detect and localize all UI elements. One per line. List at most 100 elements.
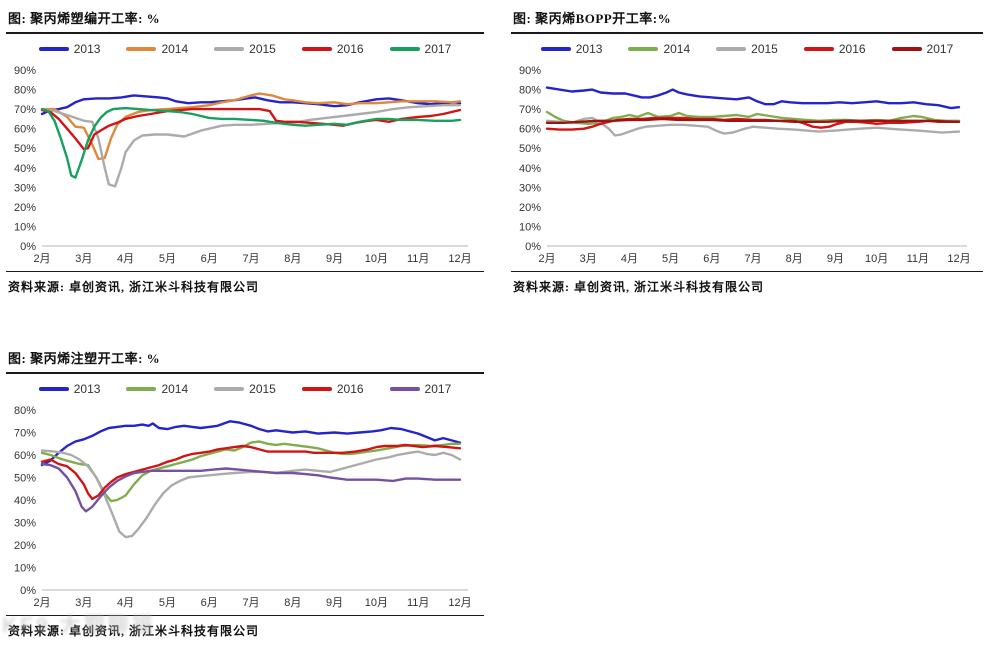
series-line-2014 [40, 92, 462, 161]
title-divider [6, 372, 484, 374]
y-tick-label: 20% [14, 202, 36, 214]
x-tick-label: 9月 [827, 253, 844, 265]
legend-item-2015[interactable]: 2015 [214, 42, 276, 56]
y-tick-label: 60% [14, 124, 36, 136]
x-tick-label: 7月 [242, 597, 259, 609]
y-tick-label: 10% [519, 221, 541, 233]
legend-label: 2013 [73, 42, 101, 56]
y-tick-label: 90% [519, 65, 541, 77]
legend-swatch [716, 47, 747, 51]
legend-label: 2015 [249, 382, 276, 396]
legend-label: 2017 [926, 42, 954, 56]
legend-item-2017[interactable]: 2017 [891, 42, 954, 56]
x-tick-label: 5月 [159, 597, 176, 609]
series-line-2017 [545, 117, 961, 124]
series-line-2017 [40, 462, 462, 513]
legend-item-2013[interactable]: 2013 [540, 42, 603, 56]
source-divider [6, 615, 484, 616]
legend-item-2017[interactable]: 2017 [389, 42, 452, 56]
y-tick-label: 30% [519, 182, 541, 194]
x-tick-label: 2月 [33, 597, 50, 609]
legend-swatch [301, 387, 332, 391]
chart-title: 图: 聚丙烯塑编开工率: % [8, 11, 161, 26]
y-tick-label: 0% [20, 585, 36, 597]
legend-item-2016[interactable]: 2016 [803, 42, 866, 56]
legend-label: 2016 [838, 42, 866, 56]
x-tick-label: 6月 [703, 253, 720, 265]
x-tick-label: 8月 [284, 253, 301, 265]
y-tick-label: 20% [519, 202, 541, 214]
legend-label: 2014 [161, 42, 189, 56]
y-tick-label: 60% [519, 124, 541, 136]
chart-panel-bopp: 图: 聚丙烯BOPP开工率:% 2013 2014 2015 2016 2017 0% 1… [511, 6, 983, 295]
y-tick-label: 40% [519, 163, 541, 175]
legend-item-2016[interactable]: 2016 [301, 382, 364, 396]
source-note: 资料来源: 卓创资讯, 浙江米斗科技有限公司 [8, 280, 259, 294]
series-line-2016 [40, 107, 462, 151]
legend-label: 2014 [663, 42, 691, 56]
legend-label: 2014 [161, 382, 189, 396]
y-tick-label: 20% [14, 540, 36, 552]
legend-label: 2016 [336, 382, 364, 396]
legend-swatch [38, 387, 69, 391]
y-tick-label: 0% [20, 241, 36, 253]
line-chart: 0% 10% 20% 30% 40% 50% 60% 70% 80% 90% 2月 3月 4月 5月 6月 7… [14, 65, 472, 265]
x-tick-label: 10月 [865, 253, 888, 265]
legend-label: 2017 [424, 42, 452, 56]
series-line-2015 [40, 104, 462, 188]
x-tick-label: 9月 [326, 253, 343, 265]
legend-item-2017[interactable]: 2017 [389, 382, 451, 396]
legend-item-2014[interactable]: 2014 [628, 42, 690, 56]
x-tick-label: 5月 [159, 253, 176, 265]
legend-item-2014[interactable]: 2014 [126, 42, 188, 56]
y-tick-label: 10% [14, 563, 36, 575]
legend: 2013 2014 2015 2016 2017 [511, 36, 983, 62]
x-tick-label: 7月 [744, 253, 761, 265]
x-tick-label: 3月 [75, 597, 92, 609]
y-tick-label: 0% [525, 241, 541, 253]
x-tick-label: 12月 [448, 597, 471, 609]
y-tick-label: 70% [14, 428, 36, 440]
series-line-2016 [40, 443, 462, 501]
legend-swatch [126, 387, 157, 391]
series-line-2013 [40, 94, 462, 116]
legend-swatch [389, 47, 420, 51]
series-line-2017 [40, 106, 462, 179]
x-tick-label: 8月 [786, 253, 803, 265]
chart-panel-suibian: 图: 聚丙烯塑编开工率: % 2013 2014 2015 2016 2017 0% 10… [6, 6, 484, 295]
series-line-2015 [40, 449, 462, 539]
x-tick-label: 11月 [907, 253, 929, 265]
legend-swatch [214, 47, 245, 51]
x-tick-label: 4月 [621, 253, 638, 265]
x-tick-label: 5月 [662, 253, 679, 265]
legend-item-2016[interactable]: 2016 [301, 42, 364, 56]
x-tick-label: 11月 [407, 597, 429, 609]
x-tick-label: 10月 [365, 253, 388, 265]
legend-item-2013[interactable]: 2013 [38, 382, 100, 396]
x-tick-label: 6月 [201, 597, 218, 609]
legend-swatch [389, 387, 420, 391]
legend-label: 2015 [249, 42, 276, 56]
legend-swatch [891, 47, 922, 51]
legend-label: 2013 [575, 42, 603, 56]
title-divider [6, 32, 484, 34]
legend-swatch [126, 47, 157, 51]
y-tick-label: 70% [519, 104, 541, 116]
legend-item-2014[interactable]: 2014 [126, 382, 188, 396]
source-note: 资料来源: 卓创资讯, 浙江米斗科技有限公司 [513, 280, 764, 294]
x-tick-label: 11月 [407, 253, 429, 265]
legend-item-2015[interactable]: 2015 [214, 382, 276, 396]
x-tick-label: 3月 [580, 253, 597, 265]
series-line-2015 [545, 116, 961, 137]
legend-item-2013[interactable]: 2013 [38, 42, 101, 56]
y-tick-label: 80% [14, 405, 36, 417]
legend-item-2015[interactable]: 2015 [716, 42, 778, 56]
line-chart: 0% 10% 20% 30% 40% 50% 60% 70% 80% 90% 2月 3月 4月 5月 6月 7… [519, 65, 971, 265]
x-tick-label: 4月 [117, 253, 134, 265]
x-tick-label: 9月 [326, 597, 343, 609]
series-line-2013 [545, 86, 961, 110]
series-line-2014 [40, 440, 462, 503]
legend: 2013 2014 2015 2016 2017 [6, 36, 484, 62]
source-divider [6, 271, 484, 272]
x-tick-label: 7月 [242, 253, 259, 265]
